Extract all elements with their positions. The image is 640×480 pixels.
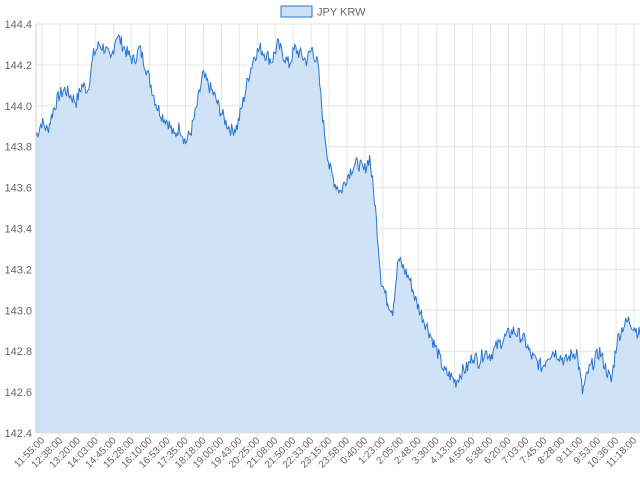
y-tick-label: 143.0 (4, 305, 32, 317)
series-fill (36, 34, 640, 433)
y-tick-label: 143.6 (4, 183, 32, 195)
y-tick-label: 144.0 (4, 101, 32, 113)
y-tick-label: 143.2 (4, 264, 32, 276)
y-tick-label: 143.8 (4, 142, 32, 154)
legend[interactable]: JPY KRW (280, 5, 366, 19)
legend-label: JPY KRW (317, 7, 366, 19)
y-tick-label: 142.8 (4, 346, 32, 358)
y-tick-label: 144.2 (4, 60, 32, 72)
y-tick-label: 142.6 (4, 387, 32, 399)
y-tick-label: 143.4 (4, 224, 32, 236)
series-area (35, 34, 640, 433)
series-line (35, 34, 640, 395)
y-tick-label: 142.4 (4, 428, 32, 440)
legend-swatch (280, 5, 313, 18)
y-tick-label: 144.4 (4, 19, 32, 31)
